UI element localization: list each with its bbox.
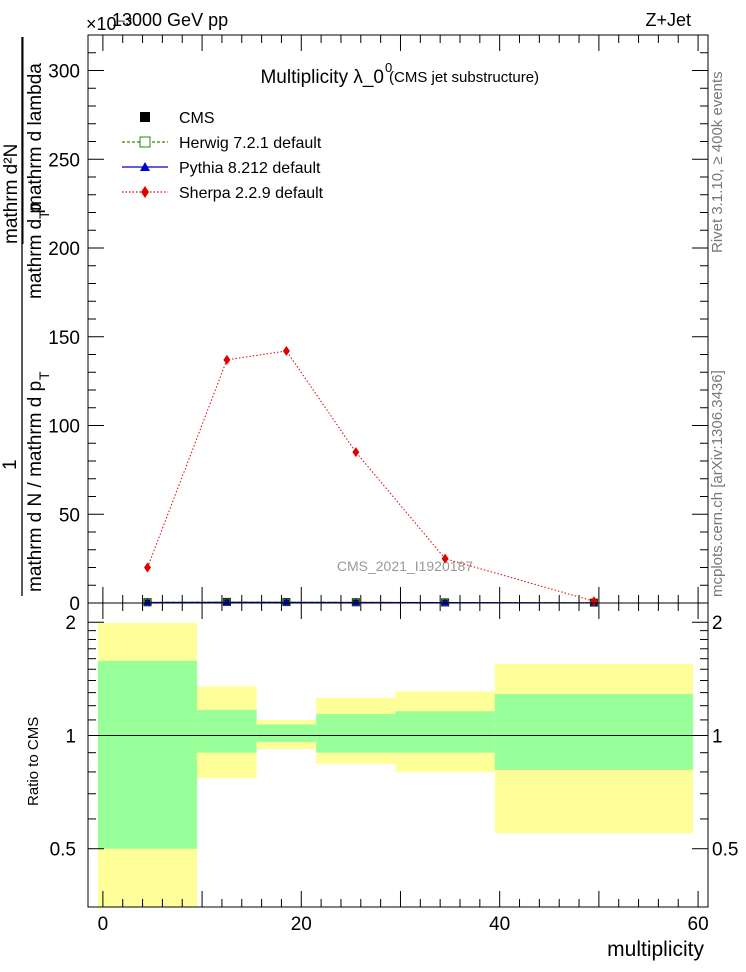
exponent-label: ×10⁻³ <box>86 14 132 34</box>
pythia-point <box>222 598 231 606</box>
ratio-ytick-label: 2 <box>65 613 76 634</box>
ratio-ytick-label-right: 1 <box>712 726 723 747</box>
main-ytick-label: 100 <box>48 417 80 438</box>
watermark: CMS_2021_I1920187 <box>337 558 473 574</box>
ratio-xtick-label: 40 <box>489 914 510 935</box>
mcplots-label: mcplots.cern.ch [arXiv:1306.3436] <box>709 370 726 597</box>
ratio-ytick-label-right: 2 <box>712 613 723 634</box>
main-ytick-label: 200 <box>48 239 80 260</box>
main-ytick-label: 300 <box>48 62 80 83</box>
sherpa-point <box>441 553 449 564</box>
pythia-point <box>441 598 450 606</box>
x-axis-label: multiplicity <box>607 938 704 961</box>
main-ytick-label: 150 <box>48 328 80 349</box>
ratio-band-green <box>316 714 396 753</box>
plot-title: Multiplicity λ_0 <box>260 67 384 88</box>
rivet-label: Rivet 3.1.10, ≥ 400k events <box>709 71 726 253</box>
ratio-ytick-label-right: 0.5 <box>712 840 738 861</box>
sherpa-line <box>147 350 595 602</box>
legend-label: Sherpa 2.2.9 default <box>179 185 324 202</box>
main-y-label: mathrm d N / mathrm d p T 1 mathrm d²N m… <box>0 37 52 596</box>
pythia-point <box>282 598 291 606</box>
legend: CMS Herwig 7.2.1 default Pythia 8.212 defa… <box>122 110 324 202</box>
sherpa-point <box>282 345 290 356</box>
ratio-y-label: Ratio to CMS <box>25 717 42 806</box>
ylabel-numerator-b-sub: T <box>36 210 52 219</box>
ylabel-numerator-b: mathrm d p <box>25 203 46 299</box>
main-ytick-label: 0 <box>69 594 80 615</box>
ratio-band-green <box>97 660 198 849</box>
ylabel-denominator: mathrm d N / mathrm d p <box>25 381 46 592</box>
main-ytick-label: 250 <box>48 150 80 171</box>
ratio-xtick-label: 0 <box>98 914 109 935</box>
legend-marker <box>140 162 150 171</box>
main-axes: 0 50 100 150 200 250 300 <box>48 34 709 615</box>
sherpa-point <box>144 562 152 573</box>
ratio-xtick-label: 60 <box>688 914 709 935</box>
legend-label: Herwig 7.2.1 default <box>179 135 322 152</box>
ratio-axes: 0.5 0.51 12 20 20 40 60 <box>50 602 738 935</box>
ylabel-one: 1 <box>0 459 21 470</box>
sherpa-point <box>352 447 360 458</box>
legend-marker <box>140 112 150 122</box>
legend-entry: Pythia 8.212 default <box>122 160 321 177</box>
ratio-bands <box>97 623 694 907</box>
sherpa-point <box>590 596 598 607</box>
ratio-plot: 0.5 0.51 12 20 20 40 60 <box>50 602 738 935</box>
legend-entry: CMS <box>140 110 215 127</box>
legend-marker <box>141 186 149 198</box>
pythia-point <box>143 598 152 606</box>
ylabel-numerator-a: mathrm d²N <box>1 144 22 244</box>
pythia-point <box>351 598 360 606</box>
ratio-band-green <box>395 711 495 753</box>
ratio-ytick-label: 0.5 <box>50 840 76 861</box>
ylabel-numerator-c: mathrm d lambda <box>25 63 46 211</box>
ratio-band-green <box>256 724 317 743</box>
legend-marker <box>139 136 151 148</box>
legend-label: Pythia 8.212 default <box>179 160 321 177</box>
main-ytick-label: 50 <box>59 505 80 526</box>
legend-entry: Herwig 7.2.1 default <box>122 135 322 152</box>
process-label: Z+Jet <box>645 10 691 30</box>
ylabel-denominator-sub: T <box>36 371 52 380</box>
energy-label: 13000 GeV pp <box>112 10 228 30</box>
legend-label: CMS <box>179 110 215 127</box>
ratio-xtick-label: 20 <box>291 914 312 935</box>
ratio-frame <box>87 602 709 908</box>
plot-subtitle: (CMS jet substructure) <box>389 69 539 86</box>
ratio-ytick-label: 1 <box>65 726 76 747</box>
plot-title-superscript: 0 <box>385 60 392 75</box>
ratio-band-green <box>197 709 257 753</box>
sherpa-point <box>223 354 231 365</box>
main-plot: 0 50 100 150 200 250 300 Multiplicity λ_0 0 (C… <box>48 34 709 615</box>
legend-entry: Sherpa 2.2.9 default <box>122 185 324 202</box>
ratio-band-green <box>494 693 694 770</box>
